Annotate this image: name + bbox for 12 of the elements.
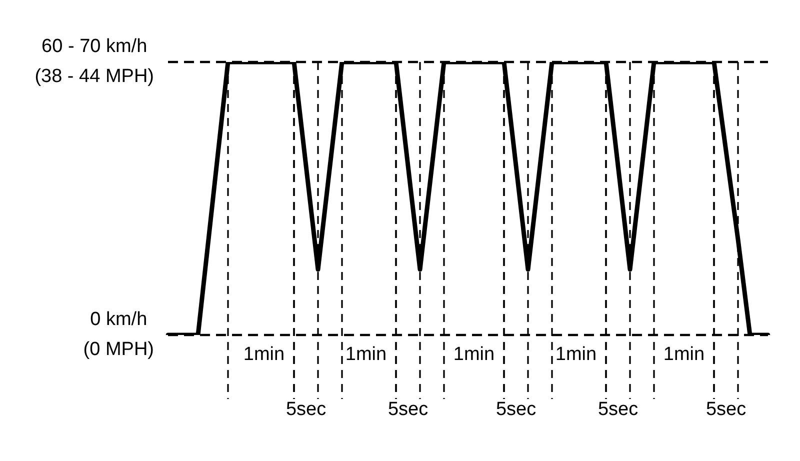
x-tick-label: 5sec (496, 399, 536, 420)
x-tick-label: 5sec (598, 399, 638, 420)
x-tick-label: 1min (345, 344, 387, 366)
x-tick-label: 5sec (388, 399, 428, 420)
ref-line-label: 60 - 70 km/h (38 - 44 MPH) (34, 36, 154, 88)
x-tick-label: 1min (555, 344, 597, 366)
x-tick-label: 1min (663, 344, 705, 366)
x-tick-label: 5sec (706, 399, 746, 420)
x-tick-label: 1min (243, 344, 285, 366)
x-tick-label: 5sec (286, 399, 326, 420)
x-tick-label: 1min (453, 344, 495, 366)
ref-line-label: 0 km/h (0 MPH) (83, 309, 154, 360)
